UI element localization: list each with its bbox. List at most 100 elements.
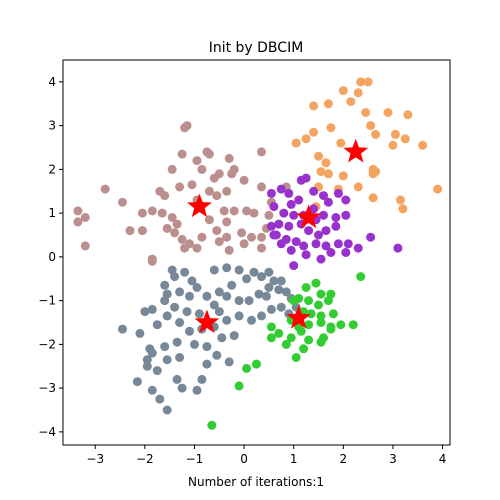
data-point-cluster-5: [296, 326, 306, 336]
data-point-cluster-4: [217, 333, 227, 343]
data-point-cluster-4: [281, 287, 291, 297]
data-point-cluster-2: [192, 156, 202, 166]
data-point-cluster-4: [118, 324, 127, 334]
data-point-cluster-4: [147, 304, 157, 314]
data-point-cluster-4: [162, 355, 172, 365]
data-point-cluster-3: [291, 237, 301, 247]
data-point-cluster-3: [269, 230, 279, 240]
data-point-cluster-4: [234, 265, 244, 275]
data-point-cluster-3: [341, 195, 351, 205]
data-point-cluster-1: [353, 88, 363, 98]
data-point-cluster-2: [249, 208, 259, 218]
data-point-cluster-4: [222, 315, 232, 325]
data-point-cluster-3: [309, 186, 319, 196]
data-point-cluster-3: [301, 250, 311, 260]
data-point-cluster-4: [152, 366, 162, 376]
y-tick-label: 3: [48, 119, 56, 133]
data-point-cluster-4: [269, 276, 279, 286]
centroid-star-marker: [194, 309, 220, 333]
data-point-cluster-1: [403, 110, 413, 120]
data-point-cluster-3: [301, 173, 311, 183]
data-point-cluster-5: [306, 309, 316, 319]
data-point-cluster-4: [194, 309, 204, 319]
data-point-cluster-3: [333, 188, 343, 198]
data-point-cluster-4: [132, 377, 142, 387]
y-tick-label: 4: [48, 75, 56, 89]
data-point-cluster-4: [214, 307, 224, 317]
data-point-cluster-2: [257, 243, 266, 253]
data-point-cluster-4: [209, 300, 219, 310]
data-point-cluster-5: [311, 278, 321, 288]
data-point-cluster-2: [170, 228, 180, 238]
chart-title: Init by DBCIM: [209, 40, 304, 56]
data-point-cluster-5: [304, 296, 314, 306]
data-point-cluster-4: [160, 342, 170, 352]
data-point-cluster-1: [323, 99, 333, 109]
data-point-cluster-3: [286, 199, 296, 209]
y-tick-label: 0: [48, 250, 56, 264]
data-point-cluster-2: [214, 237, 224, 247]
data-point-cluster-4: [229, 331, 239, 341]
data-point-cluster-3: [269, 202, 279, 212]
data-point-cluster-4: [212, 350, 222, 360]
data-point-cluster-3: [319, 191, 328, 201]
data-point-cluster-3: [284, 221, 294, 231]
data-point-cluster-2: [157, 208, 167, 218]
data-point-cluster-3: [286, 245, 296, 255]
data-point-cluster-1: [368, 193, 378, 203]
data-point-cluster-2: [192, 243, 202, 253]
data-point-cluster-5: [266, 322, 276, 332]
data-point-cluster-3: [353, 243, 363, 253]
data-point-cluster-2: [257, 182, 266, 192]
data-point-cluster-4: [172, 337, 182, 347]
data-point-cluster-1: [361, 108, 371, 117]
data-point-cluster-5: [207, 420, 217, 430]
data-point-cluster-2: [242, 206, 252, 216]
data-point-cluster-4: [257, 311, 266, 321]
data-point-cluster-1: [316, 167, 326, 177]
data-point-cluster-5: [274, 328, 284, 338]
x-axis-label: Number of iterations:1: [188, 475, 324, 489]
data-point-cluster-4: [185, 291, 194, 301]
data-point-cluster-4: [152, 320, 162, 330]
data-point-cluster-4: [264, 283, 274, 292]
data-point-cluster-5: [356, 272, 366, 282]
data-point-cluster-4: [257, 272, 266, 282]
data-point-cluster-2: [202, 147, 212, 157]
data-point-cluster-3: [276, 239, 286, 249]
data-point-cluster-2: [222, 217, 232, 227]
data-point-cluster-1: [309, 101, 319, 111]
data-point-cluster-1: [356, 77, 366, 87]
data-point-cluster-3: [266, 188, 276, 198]
y-tick-label: −4: [38, 425, 56, 439]
data-point-cluster-5: [304, 320, 314, 330]
data-point-cluster-5: [286, 333, 296, 343]
data-point-cluster-4: [276, 302, 286, 312]
data-point-cluster-4: [202, 291, 212, 301]
data-point-cluster-1: [336, 138, 346, 148]
data-point-cluster-5: [316, 318, 326, 327]
data-point-cluster-4: [135, 328, 145, 338]
data-point-cluster-2: [239, 239, 249, 249]
data-point-cluster-5: [291, 353, 301, 362]
y-tick-label: −3: [38, 381, 56, 395]
centroid-star-marker: [296, 204, 321, 228]
data-point-cluster-4: [222, 263, 232, 273]
data-point-cluster-4: [147, 348, 157, 358]
data-point-cluster-2: [80, 213, 90, 222]
centroid-star-marker: [343, 138, 369, 163]
data-point-cluster-4: [147, 385, 157, 395]
data-point-cluster-4: [249, 267, 259, 277]
data-point-cluster-2: [227, 169, 237, 179]
data-point-cluster-3: [366, 232, 376, 242]
plot-frame: [62, 59, 451, 446]
data-point-cluster-5: [328, 309, 338, 319]
data-point-cluster-4: [274, 285, 284, 295]
data-point-cluster-2: [73, 217, 83, 227]
data-point-cluster-2: [229, 206, 239, 216]
data-point-cluster-3: [321, 241, 331, 251]
data-point-cluster-4: [264, 267, 274, 277]
data-point-cluster-4: [142, 355, 152, 365]
data-point-cluster-2: [222, 186, 232, 196]
